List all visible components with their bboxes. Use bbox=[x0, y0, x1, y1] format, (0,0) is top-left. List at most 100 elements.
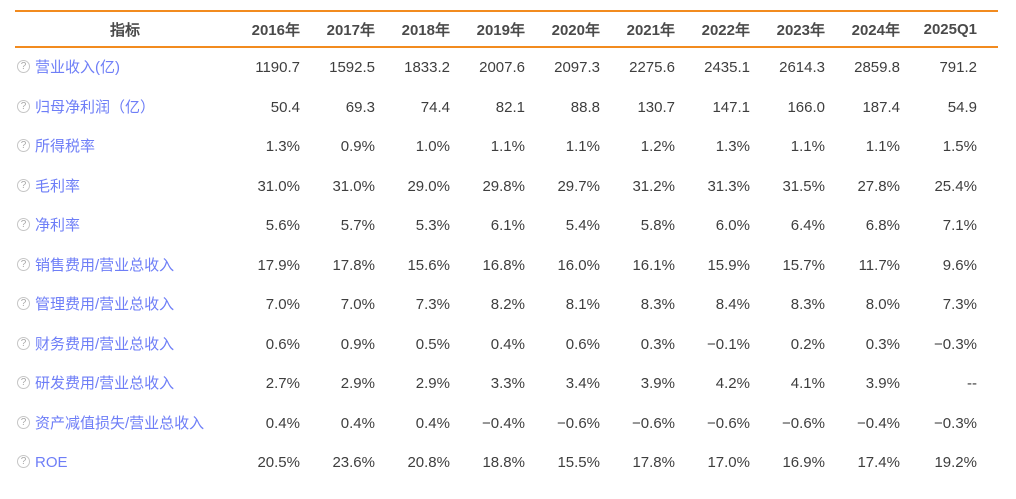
value-cell: 3.9% bbox=[640, 375, 675, 393]
value-cell: 20.8% bbox=[407, 454, 450, 472]
value-cell: 0.2% bbox=[790, 335, 825, 353]
value-cell: 791.2 bbox=[939, 59, 977, 77]
help-icon[interactable]: ? bbox=[17, 60, 30, 73]
value-cell: 6.4% bbox=[790, 217, 825, 235]
value-cell: 54.9 bbox=[947, 98, 977, 116]
value-cell: −0.1% bbox=[707, 335, 750, 353]
value-cell: 16.1% bbox=[632, 256, 675, 274]
help-icon[interactable]: ? bbox=[17, 218, 30, 231]
value-cell: 1.1% bbox=[790, 138, 825, 156]
metric-label-cell: ? 销售费用/营业总收入 bbox=[15, 246, 235, 286]
value-cell: 0.3% bbox=[640, 335, 675, 353]
metric-label-group: ? 净利率 bbox=[17, 216, 231, 236]
value-cell: 7.0% bbox=[265, 296, 300, 314]
help-icon[interactable]: ? bbox=[17, 336, 30, 350]
value-cell: 8.0% bbox=[865, 296, 900, 314]
metric-label[interactable]: ROE bbox=[35, 454, 68, 471]
value-cell: 0.4% bbox=[415, 414, 450, 432]
help-icon[interactable]: ? bbox=[17, 178, 30, 192]
metric-label-group: ? 管理费用/营业总收入 bbox=[17, 295, 231, 315]
value-cell: −0.6% bbox=[557, 414, 600, 432]
column-header: 2022年 bbox=[685, 11, 760, 48]
help-icon[interactable]: ? bbox=[17, 297, 30, 310]
value-cell: 31.2% bbox=[632, 177, 675, 195]
help-icon[interactable]: ? bbox=[17, 139, 30, 152]
metric-column-header: 指标 bbox=[15, 11, 235, 48]
table-row: ? 净利率 5.6% 5.7% 5.3% 6.1% 5.4% 5.8% 6.0% 6.4% 6.8%… bbox=[15, 206, 998, 246]
value-cell: 8.2% bbox=[490, 296, 525, 314]
value-cell: 15.9% bbox=[707, 256, 750, 274]
value-cell: 0.4% bbox=[490, 335, 525, 353]
value-cell: 17.4% bbox=[857, 454, 900, 472]
value-cell: 2435.1 bbox=[704, 59, 750, 77]
value-cell: 3.3% bbox=[490, 375, 525, 393]
metric-label-cell: ? 归母净利润（亿） bbox=[15, 88, 235, 128]
value-cell: 9.6% bbox=[942, 256, 977, 274]
value-cell: 17.8% bbox=[632, 454, 675, 472]
value-cell: 20.5% bbox=[257, 454, 300, 472]
table-row: ? 营业收入(亿) 1190.7 1592.5 1833.2 2007.6 2097.3 22… bbox=[15, 47, 998, 88]
metric-label-cell: ? 资产减值损失/营业总收入 bbox=[15, 404, 235, 444]
metric-label-group: ? 营业收入(亿) bbox=[17, 58, 231, 78]
value-cell: 11.7% bbox=[858, 256, 900, 274]
metric-label[interactable]: 净利率 bbox=[35, 217, 81, 234]
financial-metrics-panel: 指标 2016年 2017年 2018年 2019年 2020年 2021年 2022年 20… bbox=[15, 10, 998, 483]
value-cell: 2.7% bbox=[265, 375, 300, 393]
value-cell: 82.1 bbox=[495, 98, 525, 116]
metric-label[interactable]: 归母净利润（亿） bbox=[35, 98, 156, 116]
metric-label-cell: ? 研发费用/营业总收入 bbox=[15, 364, 235, 404]
value-cell: 25.4% bbox=[934, 177, 977, 195]
value-cell: −0.3% bbox=[934, 335, 977, 353]
column-header: 2025Q1 bbox=[910, 11, 998, 48]
value-cell: 69.3 bbox=[345, 98, 375, 116]
value-cell: 130.7 bbox=[637, 98, 675, 116]
value-cell: 5.7% bbox=[340, 217, 375, 235]
help-icon[interactable]: ? bbox=[17, 257, 30, 271]
value-cell: 8.3% bbox=[640, 296, 675, 314]
value-cell: 8.3% bbox=[790, 296, 825, 314]
value-cell: 2275.6 bbox=[629, 59, 675, 77]
value-cell: 29.7% bbox=[557, 177, 600, 195]
metric-label[interactable]: 管理费用/营业总收入 bbox=[35, 296, 175, 313]
metric-label-cell: ? 管理费用/营业总收入 bbox=[15, 285, 235, 325]
value-cell: 1.5% bbox=[942, 138, 977, 156]
column-header: 2016年 bbox=[235, 11, 310, 48]
metric-label[interactable]: 营业收入(亿) bbox=[35, 59, 120, 76]
help-icon[interactable]: ? bbox=[17, 376, 30, 389]
value-cell: 0.9% bbox=[340, 335, 375, 353]
value-cell: 2614.3 bbox=[779, 59, 825, 77]
value-cell: 1592.5 bbox=[329, 59, 375, 77]
value-cell: 1.2% bbox=[640, 138, 675, 156]
value-cell: 6.1% bbox=[490, 217, 525, 235]
help-icon[interactable]: ? bbox=[17, 415, 30, 429]
value-cell: 6.0% bbox=[715, 217, 750, 235]
metric-label[interactable]: 毛利率 bbox=[35, 177, 81, 195]
column-header: 2019年 bbox=[460, 11, 535, 48]
value-cell: 7.3% bbox=[415, 296, 450, 314]
value-cell: 18.8% bbox=[482, 454, 525, 472]
table-row: ? 所得税率 1.3% 0.9% 1.0% 1.1% 1.1% 1.2% 1.3% 1.1% 1.1… bbox=[15, 127, 998, 167]
metric-label-group: ? ROE bbox=[17, 453, 231, 473]
help-icon[interactable]: ? bbox=[17, 455, 30, 468]
metric-label[interactable]: 所得税率 bbox=[35, 138, 96, 155]
column-header: 2017年 bbox=[310, 11, 385, 48]
metric-label[interactable]: 销售费用/营业总收入 bbox=[35, 256, 175, 274]
value-cell: 15.5% bbox=[557, 454, 600, 472]
value-cell: 0.4% bbox=[265, 414, 300, 432]
value-cell: 74.4 bbox=[420, 98, 450, 116]
value-cell: 2097.3 bbox=[554, 59, 600, 77]
value-cell: 1.1% bbox=[865, 138, 900, 156]
metric-label[interactable]: 研发费用/营业总收入 bbox=[35, 375, 175, 392]
help-icon[interactable]: ? bbox=[17, 99, 30, 113]
metric-label-group: ? 财务费用/营业总收入 bbox=[17, 335, 231, 355]
value-cell: 7.1% bbox=[942, 217, 977, 235]
metric-label-group: ? 资产减值损失/营业总收入 bbox=[17, 414, 231, 434]
metric-label[interactable]: 资产减值损失/营业总收入 bbox=[35, 414, 205, 432]
value-cell: 6.8% bbox=[865, 217, 900, 235]
metric-label[interactable]: 财务费用/营业总收入 bbox=[35, 335, 175, 353]
value-cell: 0.6% bbox=[265, 335, 300, 353]
value-cell: 0.3% bbox=[865, 335, 900, 353]
column-header: 2020年 bbox=[535, 11, 610, 48]
value-cell: 31.5% bbox=[782, 177, 825, 195]
value-cell: 31.3% bbox=[707, 177, 750, 195]
